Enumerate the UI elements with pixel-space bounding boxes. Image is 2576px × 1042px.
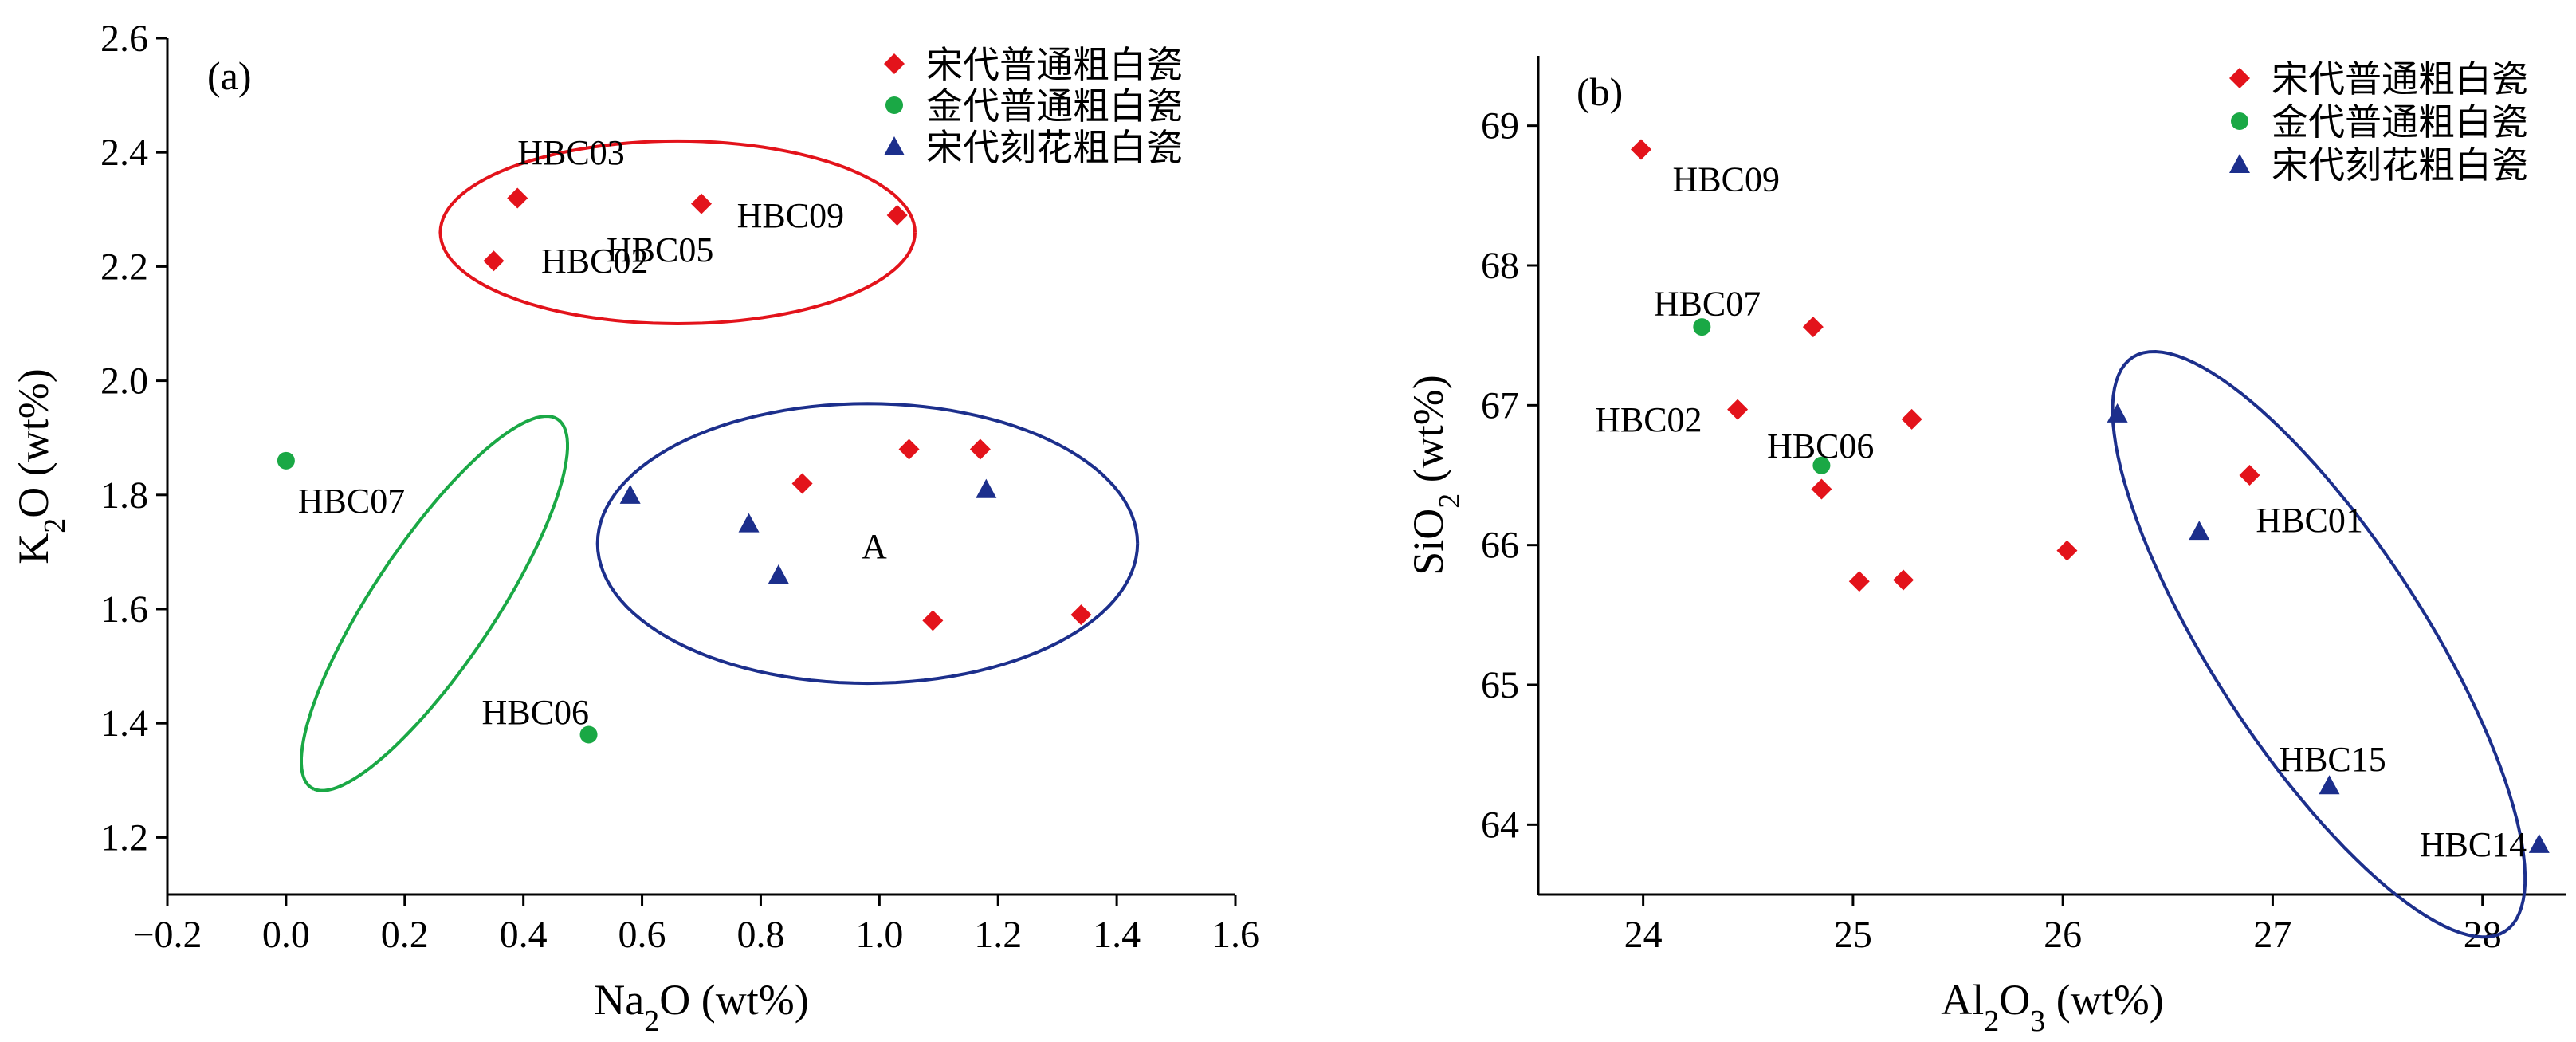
y-tick-label: 66	[1481, 525, 1519, 567]
point-label: HBC14	[2420, 825, 2527, 864]
y-axis-title: K2O (wt%)	[10, 368, 72, 564]
data-point-diamond	[1727, 399, 1749, 420]
x-tick-label: 24	[1624, 914, 1663, 956]
data-point-triangle	[976, 478, 997, 498]
x-tick-label: −0.2	[132, 914, 202, 956]
data-point-circle	[277, 451, 295, 470]
legend-entry-label: 宋代普通粗白瓷	[2272, 57, 2528, 100]
data-point-diamond	[2056, 540, 2078, 561]
x-tick-label: 1.2	[974, 914, 1022, 956]
data-point-diamond	[691, 193, 712, 214]
data-point-diamond	[1848, 571, 1870, 592]
x-tick-label: 0.0	[262, 914, 310, 956]
x-tick-label: 1.6	[1211, 914, 1259, 956]
data-point-diamond	[1631, 139, 1651, 160]
data-point-circle	[579, 725, 598, 744]
y-tick-label: 2.0	[100, 360, 148, 403]
point-label: HBC01	[2256, 501, 2362, 540]
data-point-circle	[1812, 456, 1831, 474]
data-point-triangle	[768, 564, 789, 584]
data-point-diamond	[1070, 604, 1092, 626]
x-axis-title: Na2O (wt%)	[594, 976, 808, 1038]
point-label: HBC02	[541, 242, 648, 281]
group-ellipse	[2111, 349, 2527, 939]
panel-tag: (b)	[1577, 69, 1623, 114]
data-point-triangle	[738, 513, 760, 533]
y-tick-label: 65	[1481, 664, 1519, 706]
x-tick-label: 0.2	[381, 914, 429, 956]
y-tick-label: 2.4	[100, 132, 148, 174]
y-tick-label: 1.2	[100, 816, 148, 859]
legend-marker-circle	[2231, 112, 2248, 130]
x-tick-label: 27	[2253, 914, 2291, 956]
data-point-diamond	[1811, 478, 1832, 500]
data-point-diamond	[898, 438, 920, 460]
x-tick-label: 25	[1834, 914, 1872, 956]
x-axis-title: Al2O3 (wt%)	[1941, 976, 2163, 1038]
data-point-triangle	[619, 484, 641, 504]
group-ellipse	[595, 402, 1140, 686]
point-label: HBC09	[737, 196, 844, 235]
y-tick-label: 1.6	[100, 588, 148, 631]
legend-entry-label: 金代普通粗白瓷	[2272, 100, 2528, 144]
y-tick-label: 64	[1481, 804, 1519, 846]
legend-entry-label: 宋代刻花粗白瓷	[2272, 144, 2528, 187]
y-tick-label: 1.8	[100, 474, 148, 517]
y-tick-label: 67	[1481, 384, 1519, 427]
data-point-diamond	[791, 473, 813, 494]
group-ellipse	[438, 139, 917, 326]
point-label: A	[862, 527, 887, 566]
x-tick-label: 0.8	[736, 914, 784, 956]
data-point-triangle	[2189, 521, 2210, 541]
x-tick-label: 0.6	[618, 914, 666, 956]
point-label: HBC07	[1654, 284, 1761, 323]
point-label: HBC03	[517, 133, 624, 172]
legend-entry-label: 金代普通粗白瓷	[926, 85, 1183, 128]
point-label: HBC06	[482, 693, 589, 732]
x-tick-label: 1.4	[1093, 914, 1141, 956]
point-label: HBC05	[607, 230, 713, 269]
data-point-diamond	[2239, 465, 2260, 486]
y-tick-label: 2.6	[100, 18, 148, 60]
data-point-diamond	[1901, 408, 1922, 430]
data-point-triangle	[2528, 833, 2550, 853]
legend-marker-triangle	[2229, 154, 2250, 174]
y-tick-label: 2.2	[100, 246, 148, 288]
legend-marker-diamond	[884, 53, 905, 74]
data-point-triangle	[2107, 403, 2128, 423]
point-label: HBC07	[298, 482, 405, 521]
panel-a-chart: −0.2 0.0 0.2 0.4 0.6 0.8 1.0 1.2 1.4 1.6 1.2 1.4 1.6…	[10, 18, 1259, 1038]
x-tick-label: 1.0	[855, 914, 903, 956]
y-axis-title: SiO2 (wt%)	[1404, 375, 1467, 576]
data-point-diamond	[1893, 569, 1914, 591]
data-point-diamond	[922, 610, 944, 631]
legend-marker-circle	[886, 96, 903, 114]
y-tick-label: 1.4	[100, 702, 148, 745]
y-tick-label: 69	[1481, 105, 1519, 147]
point-label: HBC06	[1767, 427, 1874, 466]
y-tick-label: 68	[1481, 245, 1519, 287]
legend-entry-label: 宋代普通粗白瓷	[926, 43, 1183, 86]
point-label: HBC02	[1595, 400, 1702, 439]
legend-marker-triangle	[884, 136, 905, 156]
point-label: HBC15	[2279, 740, 2386, 779]
group-ellipse	[300, 414, 569, 792]
data-point-triangle	[2319, 775, 2340, 795]
x-tick-label: 0.4	[500, 914, 548, 956]
x-tick-label: 26	[2044, 914, 2082, 956]
data-point-diamond	[886, 204, 908, 226]
data-point-diamond	[483, 250, 505, 272]
point-label: HBC09	[1672, 159, 1779, 199]
data-point-diamond	[969, 438, 991, 460]
legend-marker-diamond	[2229, 68, 2250, 88]
data-point-circle	[1693, 318, 1711, 336]
panel-tag: (a)	[207, 53, 252, 98]
data-point-diamond	[507, 187, 528, 209]
data-point-diamond	[1802, 317, 1824, 338]
legend-entry-label: 宋代刻花粗白瓷	[926, 126, 1183, 169]
